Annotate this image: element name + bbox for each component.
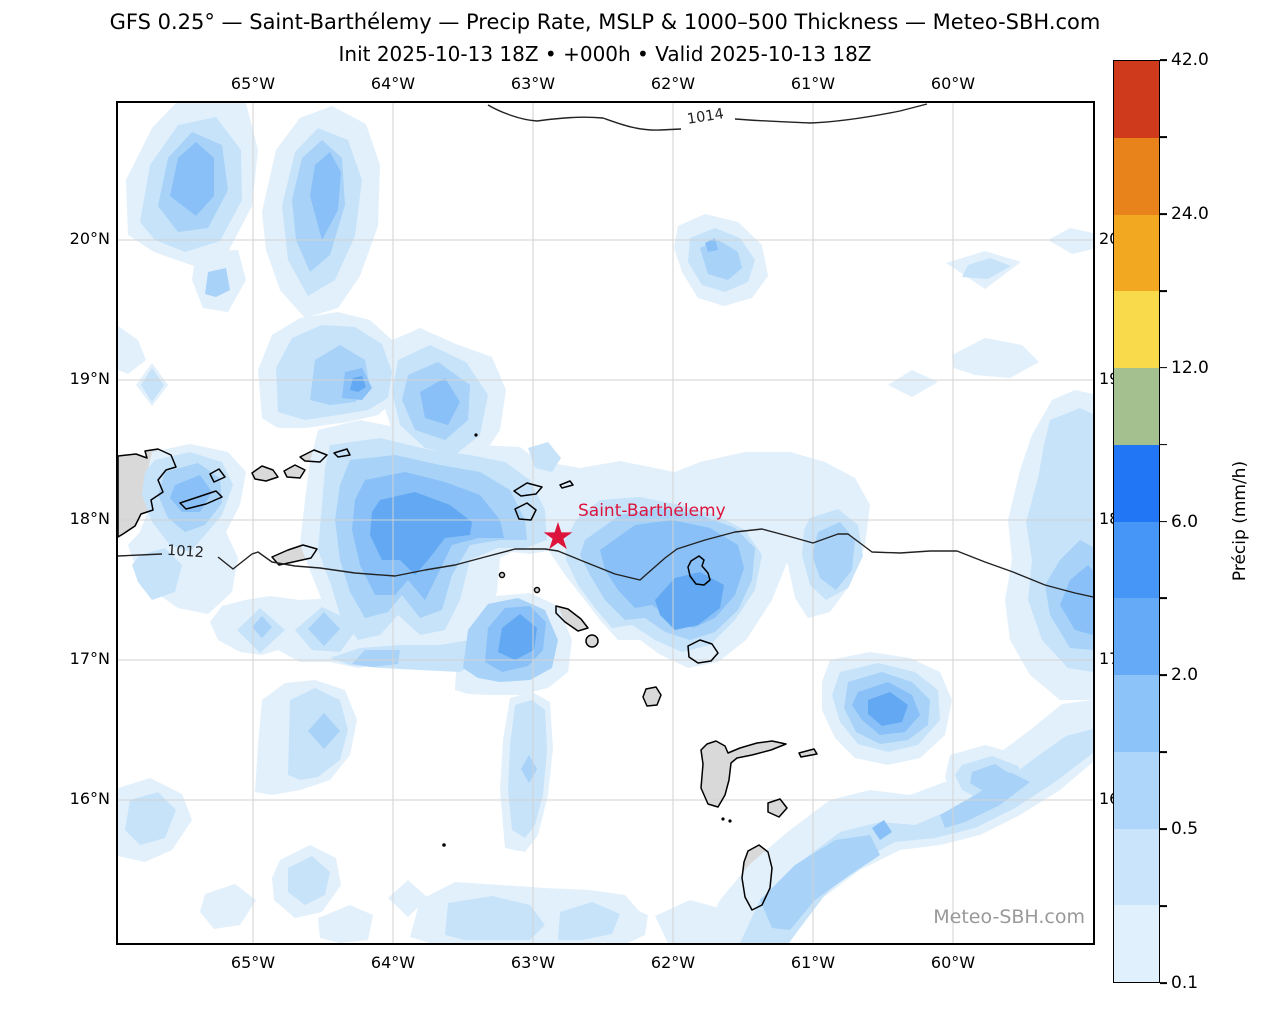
les-saintes-dot — [728, 819, 732, 823]
colorbar-segment — [1114, 444, 1159, 522]
bottom-axis-label: 65°W — [230, 953, 276, 972]
colorbar-tick — [1160, 443, 1167, 446]
colorbar — [1113, 60, 1160, 983]
colorbar-tick-label: 0.1 — [1171, 973, 1199, 993]
aves-islet-dot — [442, 843, 446, 847]
colorbar-segment — [1114, 291, 1159, 368]
colorbar-tick-label: 0.5 — [1171, 819, 1199, 840]
top-axis-label: 63°W — [510, 74, 556, 93]
left-axis-label: 18°N — [69, 509, 110, 528]
isobar-label-1012: 1012 — [166, 542, 205, 562]
left-axis-label: 16°N — [69, 789, 110, 808]
colorbar-segments — [1114, 61, 1159, 982]
colorbar-tick — [1160, 520, 1167, 523]
isobar-1014 — [734, 103, 928, 124]
colorbar-segment — [1114, 368, 1159, 445]
top-axis-label: 65°W — [230, 74, 276, 93]
colorbar-tick-label: 6.0 — [1171, 511, 1199, 532]
colorbar-segment — [1114, 905, 1159, 982]
colorbar-tick — [1160, 905, 1167, 907]
bottom-axis-label: 63°W — [510, 953, 556, 972]
left-axis-label: 19°N — [69, 369, 110, 388]
station-star-icon — [543, 522, 573, 550]
colorbar-tick — [1160, 597, 1167, 600]
colorbar-tick — [1160, 289, 1167, 292]
colorbar-tick — [1160, 366, 1167, 369]
graticule-layer — [118, 103, 1093, 943]
top-axis-label: 62°W — [650, 74, 696, 93]
isobar-1012 — [217, 528, 1093, 598]
figure-subtitle: Init 2025-10-13 18Z • +000h • Valid 2025… — [338, 42, 872, 66]
colorbar-tick-label: 12.0 — [1171, 357, 1209, 378]
colorbar-tick — [1160, 751, 1167, 754]
map-canvas — [116, 101, 1095, 945]
colorbar-tick — [1160, 59, 1167, 61]
colorbar-tick — [1160, 136, 1167, 138]
top-axis-label: 64°W — [370, 74, 416, 93]
colorbar-tick — [1160, 674, 1167, 677]
bottom-axis-label: 60°W — [930, 953, 976, 972]
colorbar-title: Précip (mm/h) — [1230, 460, 1250, 582]
colorbar-segment — [1114, 214, 1159, 292]
colorbar-segment — [1114, 521, 1159, 599]
colorbar-tick — [1160, 982, 1167, 984]
colorbar-tick — [1160, 828, 1167, 831]
isobar-1012 — [118, 553, 163, 557]
isobar-1014 — [487, 104, 682, 131]
colorbar-tick — [1160, 212, 1167, 215]
colorbar-tick-label: 2.0 — [1171, 665, 1199, 686]
precip-level5-layer — [350, 376, 908, 726]
left-axis-label: 20°N — [69, 229, 110, 248]
colorbar-segment — [1114, 137, 1159, 215]
colorbar-segment — [1114, 61, 1159, 138]
sombrero-islet-dot — [474, 433, 478, 437]
top-axis-label: 61°W — [790, 74, 836, 93]
bottom-axis-label: 61°W — [790, 953, 836, 972]
les-saintes-dot — [721, 817, 725, 821]
station-label: Saint-Barthélemy — [578, 501, 726, 521]
islet-dots-layer — [442, 433, 732, 847]
left-axis-label: 17°N — [69, 649, 110, 668]
colorbar-tick-label: 42.0 — [1171, 50, 1209, 70]
colorbar-segment — [1114, 751, 1159, 829]
map-graphics — [118, 103, 1093, 943]
watermark: Meteo-SBH.com — [933, 906, 1085, 928]
colorbar-segment — [1114, 675, 1159, 752]
isobar-layer — [118, 103, 1093, 598]
colorbar-segment — [1114, 598, 1159, 675]
top-axis-label: 60°W — [930, 74, 976, 93]
colorbar-tick-label: 24.0 — [1171, 203, 1209, 224]
bottom-axis-label: 62°W — [650, 953, 696, 972]
bottom-axis-label: 64°W — [370, 953, 416, 972]
colorbar-segment — [1114, 828, 1159, 906]
figure-title: GFS 0.25° — Saint-Barthélemy — Precip Ra… — [109, 10, 1101, 34]
